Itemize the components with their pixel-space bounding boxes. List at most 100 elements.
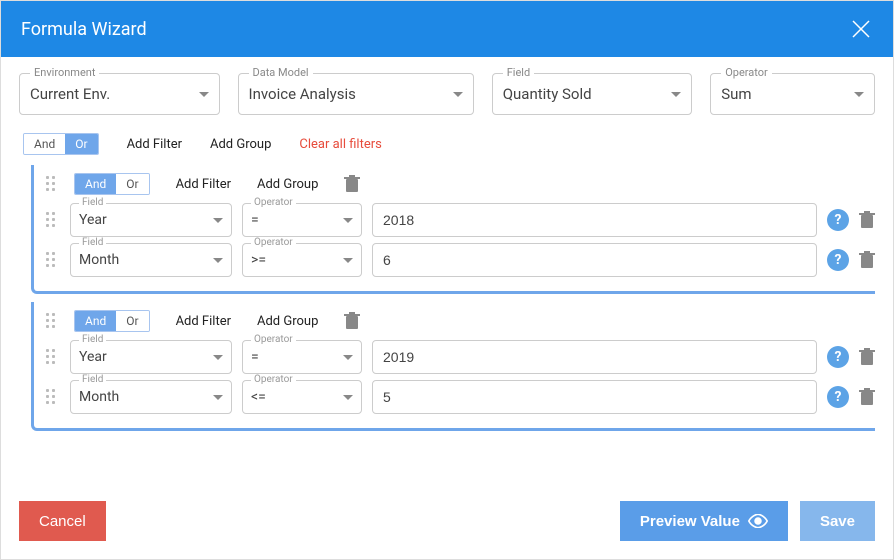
filter-operator-select[interactable]: Operator<= [242, 380, 362, 414]
root-add-group[interactable]: Add Group [210, 137, 271, 152]
group-add-group[interactable]: Add Group [257, 177, 318, 192]
operator-value: Sum [721, 85, 848, 103]
trash-icon[interactable] [859, 251, 875, 269]
trash-icon[interactable] [344, 312, 360, 330]
filter-operator-select-value: = [251, 212, 337, 228]
close-icon[interactable] [849, 17, 873, 41]
help-icon[interactable]: ? [827, 346, 849, 368]
formula-wizard-dialog: Formula Wizard Environment Current Env. … [0, 0, 894, 560]
group-add-group[interactable]: Add Group [257, 314, 318, 329]
filter-value-input[interactable] [372, 243, 817, 277]
trash-icon[interactable] [859, 211, 875, 229]
group-and-or-toggle[interactable]: AndOr [74, 310, 150, 332]
root-and-option[interactable]: And [24, 134, 65, 154]
chevron-down-icon [199, 92, 209, 97]
filter-field-select[interactable]: FieldMonth [70, 380, 232, 414]
group-and-option[interactable]: And [75, 174, 116, 194]
chevron-down-icon [343, 355, 353, 360]
operator-select[interactable]: Operator Sum [710, 73, 875, 115]
filter-row: FieldMonth Operator<=? [46, 380, 875, 414]
group-add-filter[interactable]: Add Filter [176, 314, 231, 329]
dialog-title: Formula Wizard [21, 19, 147, 40]
chevron-down-icon [213, 258, 223, 263]
filter-field-select[interactable]: FieldYear [70, 203, 232, 237]
filter-operator-select-label: Operator [251, 197, 296, 208]
chevron-down-icon [213, 218, 223, 223]
clear-all-filters[interactable]: Clear all filters [299, 137, 381, 152]
chevron-down-icon [671, 92, 681, 97]
chevron-down-icon [343, 258, 353, 263]
help-icon[interactable]: ? [827, 249, 849, 271]
filter-field-select[interactable]: FieldYear [70, 340, 232, 374]
environment-value: Current Env. [30, 85, 193, 103]
field-label: Field [503, 66, 534, 79]
filter-field-select-label: Field [79, 374, 106, 385]
drag-handle-icon[interactable] [46, 389, 60, 405]
filter-value-input[interactable] [372, 340, 817, 374]
filter-field-select-value: Month [79, 389, 207, 405]
filter-row: FieldYear Operator=? [46, 340, 875, 374]
save-button[interactable]: Save [800, 501, 875, 541]
group-and-option[interactable]: And [75, 311, 116, 331]
filter-operator-select-value: = [251, 349, 337, 365]
filter-field-select-value: Month [79, 252, 207, 268]
filter-value-input[interactable] [372, 380, 817, 414]
filter-operator-select-value: >= [251, 252, 337, 268]
group-or-option[interactable]: Or [116, 311, 148, 331]
field-select[interactable]: Field Quantity Sold [492, 73, 693, 115]
trash-icon[interactable] [859, 348, 875, 366]
filter-field-select-label: Field [79, 197, 106, 208]
filter-operator-select[interactable]: Operator>= [242, 243, 362, 277]
chevron-down-icon [343, 395, 353, 400]
preview-button-label: Preview Value [640, 513, 740, 530]
chevron-down-icon [213, 355, 223, 360]
filter-value-input[interactable] [372, 203, 817, 237]
chevron-down-icon [453, 92, 463, 97]
group-header-left: AndOr [46, 310, 150, 332]
group-or-option[interactable]: Or [116, 174, 148, 194]
environment-label: Environment [30, 66, 99, 79]
filter-group-header: AndOr Add Filter Add Group [46, 173, 875, 195]
filter-field-select-value: Year [79, 349, 207, 365]
group-header-left: AndOr [46, 173, 150, 195]
dialog-header: Formula Wizard [1, 1, 893, 57]
filter-operator-select[interactable]: Operator= [242, 340, 362, 374]
drag-handle-icon[interactable] [46, 252, 60, 268]
filter-field-select-label: Field [79, 237, 106, 248]
dialog-body: Environment Current Env. Data Model Invo… [1, 57, 893, 487]
filter-group-header: AndOr Add Filter Add Group [46, 310, 875, 332]
data-model-select[interactable]: Data Model Invoice Analysis [238, 73, 474, 115]
drag-handle-icon[interactable] [46, 176, 60, 192]
chevron-down-icon [854, 92, 864, 97]
environment-select[interactable]: Environment Current Env. [19, 73, 220, 115]
help-icon[interactable]: ? [827, 386, 849, 408]
data-model-value: Invoice Analysis [249, 85, 447, 103]
group-add-filter[interactable]: Add Filter [176, 177, 231, 192]
root-and-or-toggle[interactable]: And Or [23, 133, 99, 155]
root-add-filter[interactable]: Add Filter [127, 137, 182, 152]
trash-icon[interactable] [344, 175, 360, 193]
drag-handle-icon[interactable] [46, 313, 60, 329]
cancel-button[interactable]: Cancel [19, 501, 106, 541]
help-icon[interactable]: ? [827, 209, 849, 231]
trash-icon[interactable] [859, 388, 875, 406]
filter-operator-select-value: <= [251, 389, 337, 405]
filter-operator-select-label: Operator [251, 374, 296, 385]
top-selectors: Environment Current Env. Data Model Invo… [19, 73, 875, 115]
dialog-footer: Cancel Preview Value Save [1, 487, 893, 559]
filter-operator-select-label: Operator [251, 334, 296, 345]
drag-handle-icon[interactable] [46, 349, 60, 365]
filter-operator-select[interactable]: Operator= [242, 203, 362, 237]
filter-field-select-label: Field [79, 334, 106, 345]
filter-field-select-value: Year [79, 212, 207, 228]
root-or-option[interactable]: Or [65, 134, 97, 154]
filter-field-select[interactable]: FieldMonth [70, 243, 232, 277]
preview-value-button[interactable]: Preview Value [620, 501, 788, 541]
operator-label: Operator [721, 66, 772, 79]
chevron-down-icon [213, 395, 223, 400]
filter-group: AndOrAdd FilterAdd GroupFieldYearOperato… [31, 165, 875, 294]
group-and-or-toggle[interactable]: AndOr [74, 173, 150, 195]
drag-handle-icon[interactable] [46, 212, 60, 228]
data-model-label: Data Model [249, 66, 313, 79]
filter-row: FieldMonth Operator>=? [46, 243, 875, 277]
